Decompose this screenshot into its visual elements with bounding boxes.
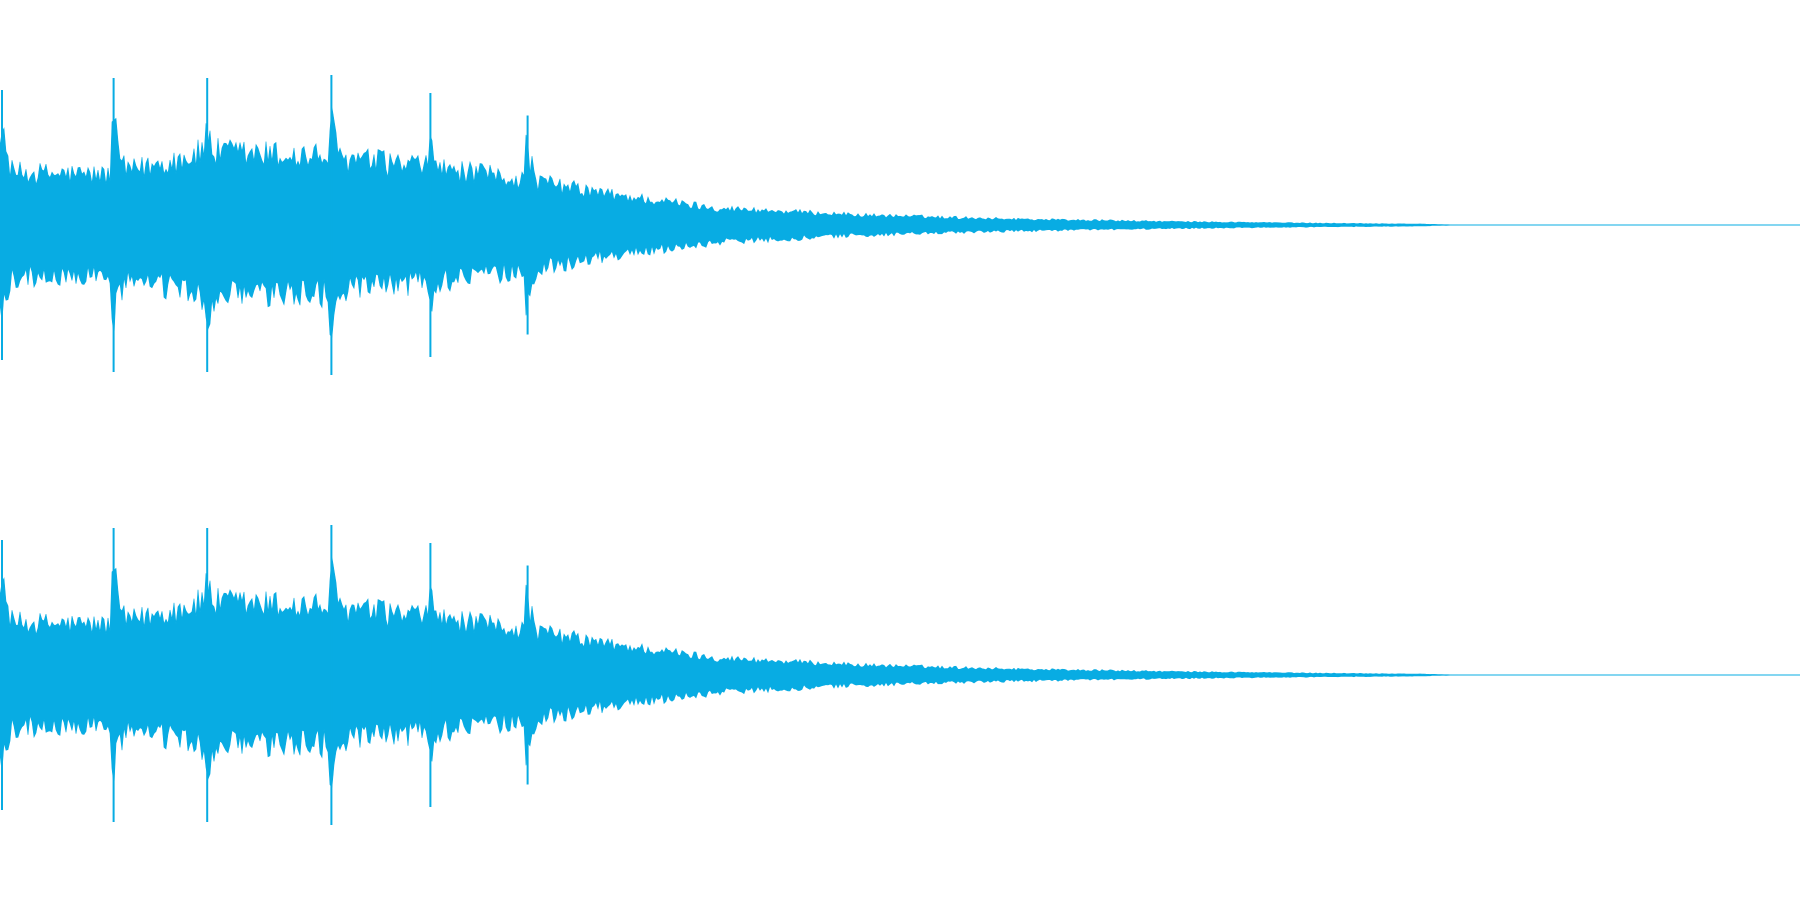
waveform-channel-1 <box>0 75 1800 375</box>
channel-2-waveform <box>0 557 1800 788</box>
channel-2-transients <box>1 525 529 825</box>
waveform-channel-2 <box>0 525 1800 825</box>
channel-1-waveform <box>0 107 1800 338</box>
channel-1-transients <box>1 75 529 375</box>
